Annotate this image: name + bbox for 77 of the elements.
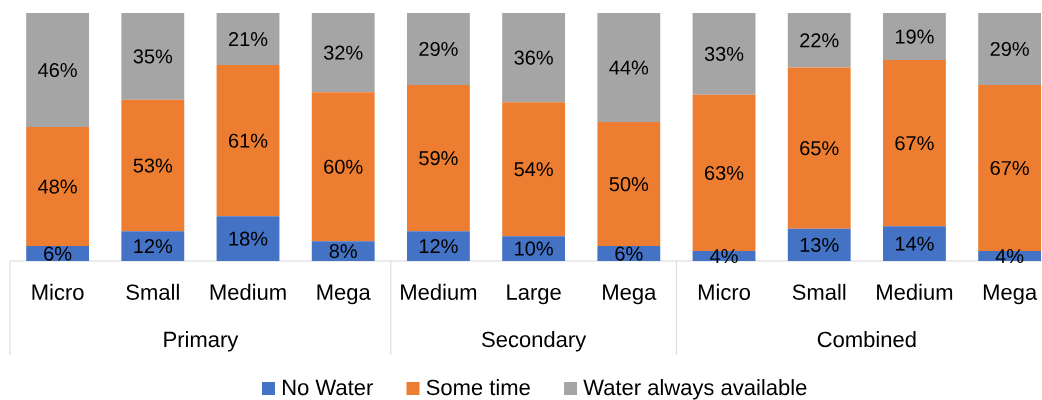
bar [407, 84, 470, 232]
bar [502, 102, 566, 237]
data-label: 59% [419, 151, 458, 166]
bar [121, 13, 185, 100]
data-label: 8% [329, 244, 357, 259]
data-label: 48% [38, 179, 77, 194]
legend-label: No Water [283, 379, 373, 396]
x-tick-label: Medium [401, 283, 477, 300]
x-tick-label: Small [792, 283, 846, 300]
data-label: 19% [895, 29, 934, 44]
bar [883, 60, 946, 227]
x-tick-label: Micro [698, 283, 750, 300]
bar [787, 67, 851, 229]
bar [407, 13, 470, 85]
bar [787, 13, 851, 68]
text: Primary [164, 331, 239, 352]
data-label: 33% [704, 46, 744, 61]
bar [216, 216, 280, 261]
bar [216, 65, 280, 217]
bar [121, 99, 185, 232]
x-tick-label: Medium [210, 283, 286, 300]
data-label: 53% [133, 158, 173, 173]
data-label: 29% [419, 41, 458, 57]
data-label: 60% [324, 159, 363, 174]
data-label: 36% [514, 50, 553, 65]
data-label: 22% [800, 33, 839, 48]
x-tick-label: Mega [317, 284, 371, 305]
data-label: 63% [705, 165, 744, 181]
data-label: 50% [609, 177, 649, 192]
data-label: 21% [229, 32, 268, 47]
bar [597, 13, 661, 123]
x-tick-label: Mega [603, 284, 657, 305]
data-label: 44% [609, 60, 649, 75]
data-label: 35% [133, 49, 173, 64]
x-tick-label: Small [126, 283, 179, 300]
bar [311, 241, 375, 261]
data-label: 13% [800, 237, 839, 252]
data-label: 46% [38, 62, 77, 78]
x-tick-label: Micro [32, 283, 84, 300]
data-label: 32% [323, 45, 363, 60]
bar [216, 13, 280, 66]
data-label: 6% [615, 246, 643, 261]
bar [883, 226, 946, 261]
data-label: 14% [895, 236, 934, 251]
text: Combined [817, 331, 916, 348]
bar [502, 236, 566, 261]
data-label: 12% [134, 239, 173, 254]
legend-label: Water always available [583, 379, 807, 400]
bar [26, 13, 90, 128]
data-label: 12% [419, 239, 458, 254]
bar [311, 92, 375, 242]
bar [883, 13, 946, 61]
data-label: 4% [710, 249, 738, 264]
data-label: 67% [990, 160, 1029, 176]
data-label: 10% [515, 241, 553, 256]
bar [502, 13, 566, 103]
bar [26, 127, 90, 247]
x-tick-label: Medium [877, 283, 953, 300]
legend-label: Some time [426, 379, 530, 396]
data-label: 65% [800, 141, 839, 156]
data-label: 6% [44, 246, 72, 261]
data-label: 29% [990, 41, 1029, 57]
x-tick-label: Large [507, 284, 561, 305]
text: Secondary [482, 331, 587, 352]
data-label: 61% [229, 133, 268, 148]
data-label: 54% [514, 162, 553, 177]
bar [121, 231, 185, 261]
data-label: 18% [229, 231, 268, 246]
data-label: 4% [995, 249, 1024, 264]
bar [597, 122, 661, 247]
bar [311, 13, 375, 93]
bar [978, 13, 1042, 85]
data-label: 67% [895, 136, 934, 151]
bar [692, 13, 756, 95]
bar [787, 228, 851, 261]
bar [407, 231, 470, 261]
x-tick-label: Mega [983, 284, 1038, 305]
